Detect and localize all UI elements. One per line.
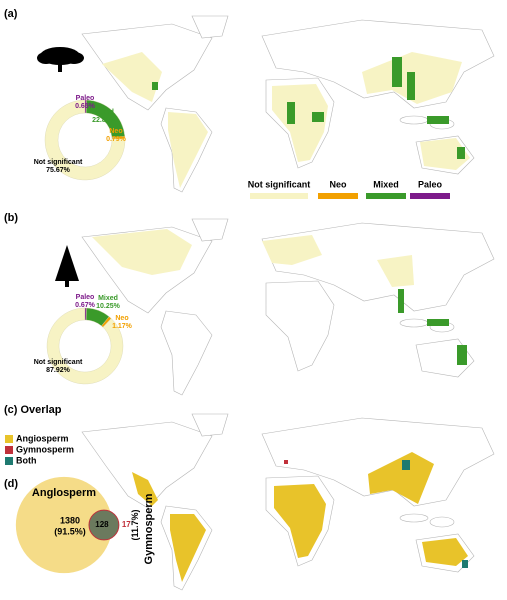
venn-set — [88, 509, 120, 541]
tree-icon — [37, 47, 84, 72]
panel-label: (b) — [4, 212, 18, 224]
legend-swatch — [318, 193, 358, 199]
slice-value: 1.17% — [112, 323, 133, 330]
legend-label: Not significant — [248, 179, 311, 189]
map-c — [81, 413, 495, 591]
legend-label: Mixed — [373, 179, 399, 189]
legend-swatch — [5, 457, 13, 465]
legend-label: Both — [16, 455, 37, 465]
slice-value: 0.65% — [75, 103, 96, 110]
donut-slice — [84, 307, 87, 321]
slice-name: Not significant — [34, 159, 83, 166]
slice-name: Not significant — [34, 359, 83, 366]
map-a — [81, 15, 495, 193]
venn-overlap: 128 — [95, 520, 109, 529]
slice-name: Paleo — [76, 95, 95, 102]
slice-value: 22.89% — [92, 117, 117, 124]
venn-set-name: Anglosperm — [32, 487, 96, 499]
slice-name: Paleo — [76, 294, 95, 301]
legend-label: Neo — [329, 179, 347, 189]
venn-set — [15, 476, 113, 574]
donut-slice — [44, 99, 126, 181]
donut-slice — [84, 99, 87, 114]
pine-icon — [55, 245, 79, 287]
legend-swatch — [5, 435, 13, 443]
slice-value: 75.67% — [46, 167, 71, 174]
slice-name: Mixed — [98, 295, 118, 302]
legend-label: Paleo — [418, 179, 443, 189]
legend-label: Angiosperm — [16, 433, 69, 443]
legend-swatch — [366, 193, 406, 199]
slice-value: 0.67% — [75, 302, 96, 309]
map-b — [81, 218, 495, 396]
donut-slice — [46, 307, 124, 385]
legend-label: Gymnosperm — [16, 444, 74, 454]
legend-swatch — [410, 193, 450, 199]
venn-share: (91.5%) — [54, 526, 86, 536]
venn-set-name: Gymnosperm — [143, 493, 155, 564]
venn-value: 17 — [122, 520, 131, 529]
panel-label: (a) — [4, 8, 18, 20]
legend-swatch — [250, 193, 308, 199]
slice-value: 10.25% — [96, 303, 121, 310]
slice-value: 0.79% — [106, 136, 127, 143]
panel-label: (d) — [4, 478, 18, 490]
slice-name: Neo — [115, 315, 128, 322]
legend-swatch — [5, 446, 13, 454]
venn-value: 1380 — [60, 515, 80, 525]
panel-label: (c) Overlap — [4, 404, 62, 416]
slice-value: 87.92% — [46, 367, 71, 374]
venn-share: (11.7%) — [130, 509, 140, 540]
slice-name: Mixed — [94, 109, 114, 116]
slice-name: Neo — [109, 128, 122, 135]
